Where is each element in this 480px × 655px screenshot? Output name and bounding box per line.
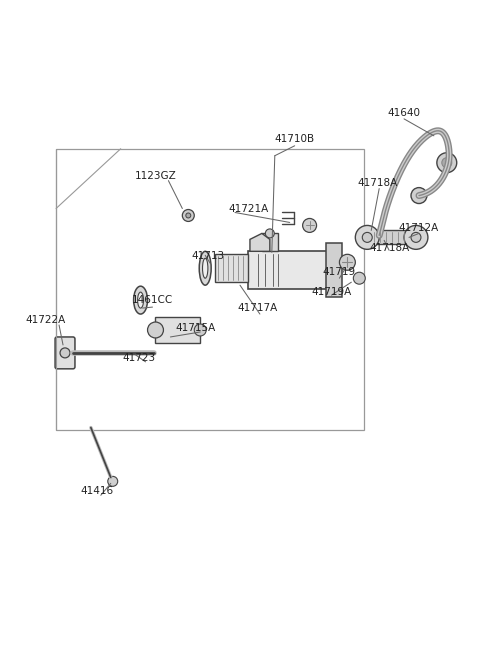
Text: 41717A: 41717A (238, 303, 278, 313)
Ellipse shape (133, 286, 147, 314)
Bar (369, 231, 414, 244)
Text: 1123GZ: 1123GZ (134, 171, 176, 181)
Bar (262, 233, 278, 252)
Bar (56, 149, 364, 430)
Circle shape (265, 229, 274, 238)
Ellipse shape (203, 258, 208, 278)
Circle shape (339, 254, 355, 271)
Text: 41712A: 41712A (399, 223, 439, 233)
Circle shape (411, 187, 427, 204)
Ellipse shape (138, 292, 144, 308)
Text: 41640: 41640 (387, 108, 420, 118)
Circle shape (353, 272, 365, 284)
Bar (215, 254, 248, 282)
Circle shape (182, 210, 194, 221)
Circle shape (147, 322, 164, 338)
Circle shape (60, 348, 70, 358)
Text: 41718A: 41718A (369, 244, 409, 253)
Circle shape (355, 225, 379, 250)
Text: 41715A: 41715A (175, 323, 216, 333)
Bar (156, 317, 200, 343)
Circle shape (437, 153, 457, 173)
Text: 41723: 41723 (122, 353, 155, 363)
Circle shape (404, 225, 428, 250)
Text: 41719: 41719 (323, 267, 356, 277)
Text: 41719A: 41719A (312, 287, 351, 297)
Text: 41710B: 41710B (275, 134, 315, 144)
Circle shape (442, 158, 452, 168)
Circle shape (194, 324, 206, 336)
Bar (248, 252, 332, 289)
Text: 41416: 41416 (80, 486, 113, 496)
Text: 41722A: 41722A (25, 315, 65, 325)
Circle shape (362, 233, 372, 242)
Text: 41718A: 41718A (357, 178, 397, 187)
FancyBboxPatch shape (55, 337, 75, 369)
Bar (326, 244, 342, 297)
Polygon shape (250, 233, 270, 252)
Text: 41713: 41713 (192, 252, 225, 261)
Text: 1461CC: 1461CC (132, 295, 173, 305)
Circle shape (186, 213, 191, 218)
Text: 41721A: 41721A (228, 204, 268, 214)
Circle shape (302, 219, 316, 233)
Circle shape (108, 476, 118, 486)
Circle shape (411, 233, 421, 242)
Ellipse shape (199, 252, 211, 285)
